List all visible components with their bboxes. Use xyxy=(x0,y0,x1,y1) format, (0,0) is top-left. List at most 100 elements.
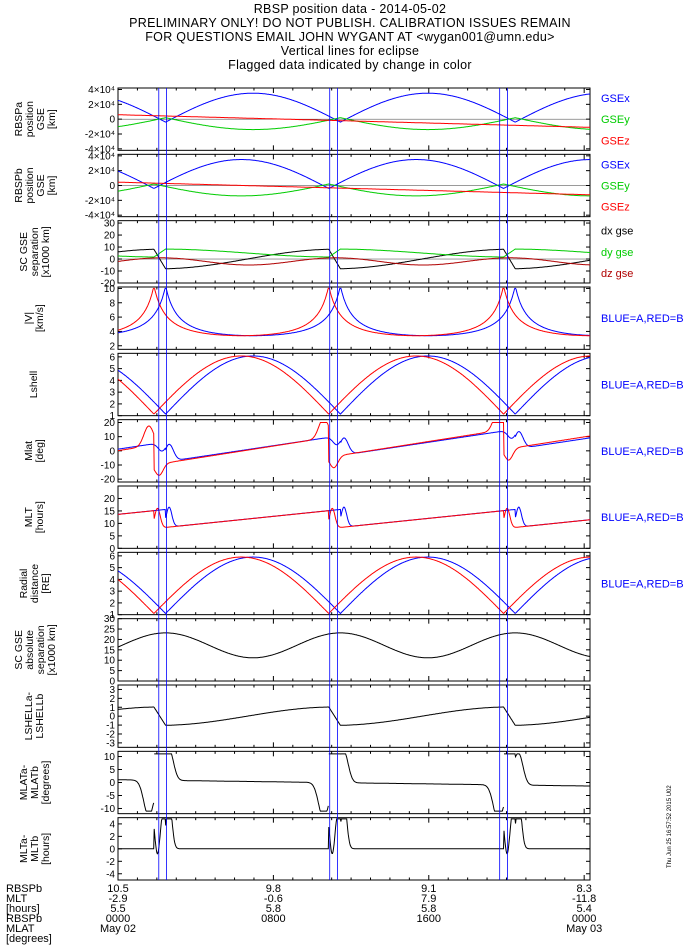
panel-frame xyxy=(117,551,591,616)
y-tick-label: 10 xyxy=(104,519,116,530)
y-tick-label: 0 xyxy=(109,115,115,126)
y-tick-label: -10 xyxy=(101,461,116,472)
y-tick-label: 30 xyxy=(104,614,116,625)
series-line-red xyxy=(118,355,590,415)
y-tick-label: 0 xyxy=(109,778,115,789)
y-tick-label: 4 xyxy=(109,327,115,338)
y-axis-label: MLATa- xyxy=(18,764,30,800)
series-line-blue xyxy=(118,159,590,189)
y-tick-label: 2 xyxy=(109,341,115,352)
y-axis-label: RBSPa xyxy=(13,102,25,137)
y-axis-label: LSHELLa- xyxy=(23,691,35,740)
y-tick-label: 20 xyxy=(104,635,116,646)
series-line-red xyxy=(118,181,590,196)
y-axis-label: GSE xyxy=(35,174,47,196)
y-axis-label: absolute xyxy=(24,630,36,670)
series-line-blue xyxy=(118,556,590,615)
y-axis-label: [x1000 km] xyxy=(46,624,58,675)
y-tick-label: 2×10⁴ xyxy=(88,166,115,177)
y-tick-label: 20 xyxy=(104,418,116,429)
y-tick-label: 6 xyxy=(109,551,115,562)
legend-entry: GSEy xyxy=(601,181,630,193)
y-axis-label: [km] xyxy=(46,176,58,196)
y-tick-label: 0 xyxy=(109,544,115,555)
y-tick-label: 2 xyxy=(109,832,115,843)
y-tick-label: 0 xyxy=(109,446,115,457)
series-line-blue xyxy=(118,355,590,415)
y-tick-label: 10 xyxy=(104,284,116,295)
legend-entry: dx gse xyxy=(601,226,633,238)
series-line-red xyxy=(118,556,590,615)
series-line-red xyxy=(118,287,590,337)
y-tick-label: 15 xyxy=(104,645,116,656)
series-line-black xyxy=(118,818,590,855)
legend-entry: BLUE=A,RED=B xyxy=(601,380,684,392)
panel-frame xyxy=(117,750,591,815)
y-tick-label: 1 xyxy=(109,610,115,621)
y-tick-label: 20 xyxy=(104,494,116,505)
y-axis-label: [km] xyxy=(46,109,58,129)
y-tick-label: 0 xyxy=(109,181,115,192)
chart-header: RBSP position data - 2014-05-02 PRELIMIN… xyxy=(0,2,700,72)
y-tick-label: 25 xyxy=(104,625,116,636)
y-tick-label: 5 xyxy=(109,765,115,776)
y-tick-label: 2 xyxy=(109,694,115,705)
series-line-red xyxy=(118,114,590,128)
y-axis-label: separation xyxy=(29,227,41,276)
y-tick-label: -20 xyxy=(101,279,116,290)
y-axis-label: MLT xyxy=(23,506,35,527)
y-tick-label: 5 xyxy=(109,563,115,574)
y-tick-label: -10 xyxy=(101,804,116,815)
y-tick-label: 10 xyxy=(104,432,116,443)
y-tick-label: 5 xyxy=(109,531,115,542)
y-tick-label: 20 xyxy=(104,231,116,242)
panel-frame xyxy=(117,419,591,483)
y-tick-label: 10 xyxy=(104,656,116,667)
series-line-green xyxy=(118,183,590,197)
panel-frame xyxy=(117,352,591,417)
y-axis-label: GSE xyxy=(35,108,47,130)
y-tick-label: 0 xyxy=(109,712,115,723)
y-tick-label: 0 xyxy=(109,844,115,855)
legend-entry: GSEz xyxy=(601,135,630,147)
y-axis-label: SC GSE xyxy=(18,232,30,272)
y-axis-label: separation xyxy=(35,625,47,674)
panel-frame xyxy=(117,286,591,350)
y-tick-label: 4×10⁴ xyxy=(88,151,115,162)
series-line-black xyxy=(118,632,590,659)
y-axis-label: MLTa- xyxy=(18,834,30,863)
series-line-red xyxy=(118,507,590,528)
y-tick-label: 1 xyxy=(109,411,115,422)
y-axis-label: [hours] xyxy=(34,501,46,533)
y-tick-label: -4×10⁴ xyxy=(85,211,115,222)
y-axis-label: SC GSE xyxy=(13,630,25,670)
panel-gseb: -4×10⁴ -2×10⁴ 0 2×10⁴ 4×10⁴ RBSPb position GSE[… xyxy=(13,151,630,221)
y-tick-label: 8 xyxy=(109,298,115,309)
y-tick-label: 4×10⁴ xyxy=(88,85,115,96)
flag-note: Flagged data indicated by change in colo… xyxy=(228,58,472,72)
legend-entry: dy gse xyxy=(601,247,633,259)
y-axis-label: MLATb xyxy=(29,766,41,799)
y-axis-label: [RE] xyxy=(40,573,52,594)
contact-line: FOR QUESTIONS EMAIL JOHN WYGANT AT <wyga… xyxy=(145,30,555,44)
y-tick-label: -4×10⁴ xyxy=(85,144,115,155)
y-axis-label: RBSPb xyxy=(13,168,25,203)
timestamp-stamp: Thu Jun 25 16:57:52 2015 U02 xyxy=(667,785,673,868)
chart-title: RBSP position data - 2014-05-02 xyxy=(253,2,447,16)
y-tick-label: 6 xyxy=(109,352,115,363)
y-tick-label: 1 xyxy=(109,703,115,714)
y-tick-label: -2×10⁴ xyxy=(85,130,115,141)
series-line-green xyxy=(118,117,590,131)
legend-entry: BLUE=A,RED=B xyxy=(601,313,684,325)
y-tick-label: -3 xyxy=(106,738,115,749)
y-tick-label: 2 xyxy=(109,598,115,609)
y-tick-label: 5 xyxy=(109,666,115,677)
series-line-black xyxy=(118,248,590,270)
y-axis-label: |V| xyxy=(23,312,35,324)
warning-line: PRELIMINARY ONLY! DO NOT PUBLISH. CALIBR… xyxy=(129,16,571,30)
y-tick-label: 5 xyxy=(109,364,115,375)
series-line-blue xyxy=(118,92,590,123)
